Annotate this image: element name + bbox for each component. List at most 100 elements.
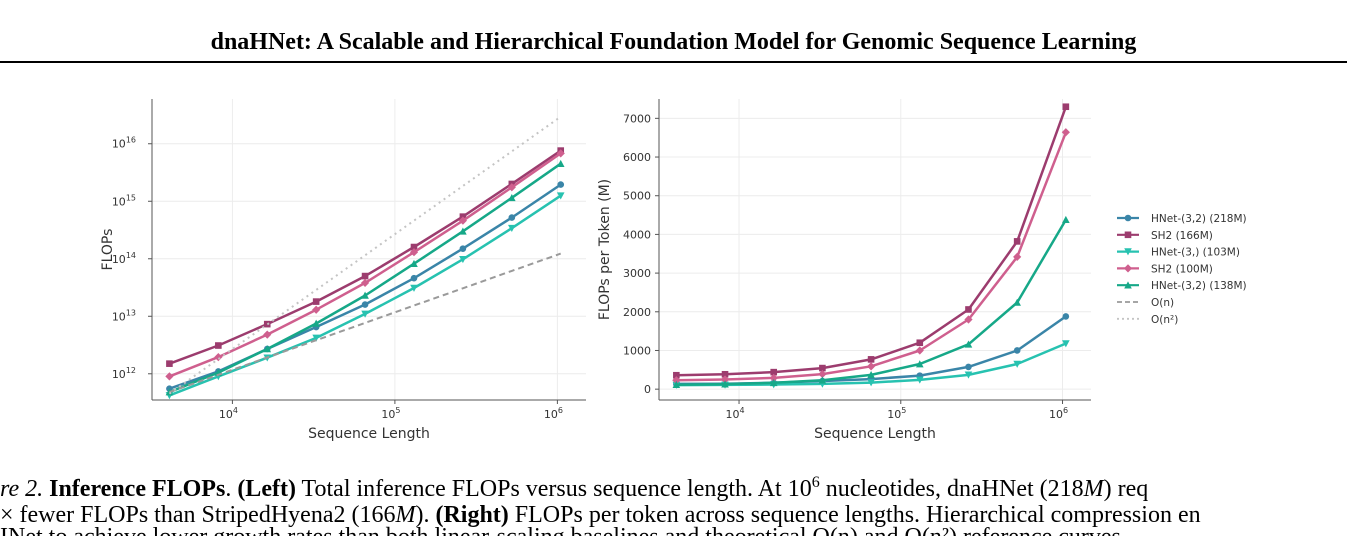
data-point — [818, 376, 827, 384]
x-tick-label: 104 — [219, 406, 238, 421]
paper-title: dnaHNet: A Scalable and Hierarchical Fou… — [210, 29, 1137, 55]
data-point — [1061, 128, 1070, 137]
data-point — [263, 345, 272, 353]
series-2 — [165, 192, 565, 400]
x-tick-label: 106 — [1049, 406, 1068, 421]
y-tick-label: 6000 — [623, 151, 651, 164]
data-point — [965, 306, 972, 313]
data-point — [410, 274, 418, 282]
x-axis-label: Sequence Length — [814, 426, 936, 442]
data-point — [214, 353, 223, 362]
header-rule — [0, 61, 1347, 63]
legend-label: O(n²) — [1151, 314, 1178, 326]
data-point — [1062, 215, 1070, 224]
series-3 — [672, 128, 1070, 385]
y-tick-label: 1012 — [112, 366, 136, 381]
y-tick-label: 4000 — [623, 228, 651, 241]
legend-label: HNet-(3,2) (138M) — [1151, 280, 1247, 292]
data-point — [964, 371, 973, 379]
legend-marker — [1124, 248, 1132, 256]
data-point — [915, 346, 924, 355]
data-point — [507, 183, 516, 192]
y-tick-label: 3000 — [623, 267, 651, 280]
series-3 — [165, 149, 565, 381]
data-point — [263, 330, 272, 339]
legend-label: SH2 (166M) — [1151, 230, 1213, 242]
series-1 — [166, 147, 565, 367]
series-6 — [168, 115, 562, 395]
caption-right-label: (Right) — [435, 502, 509, 528]
figure-caption: re 2. Inference FLOPs. (Left) Total infe… — [0, 470, 1347, 540]
data-point — [410, 284, 418, 292]
data-point — [508, 214, 516, 221]
paper-header: dnaHNet: A Scalable and Hierarchical Fou… — [0, 0, 1347, 64]
legend-marker — [1124, 231, 1132, 239]
data-point — [1013, 252, 1022, 261]
data-point — [769, 378, 778, 387]
legend-label: SH2 (100M) — [1151, 263, 1213, 275]
caption-math: M — [1083, 476, 1104, 502]
data-point — [672, 380, 681, 389]
chart-1: 104 105 106 0 1000 2000 3000 4000 5000 6000 7000 Se… — [597, 99, 1247, 442]
series-4 — [672, 215, 1070, 389]
series-5 — [169, 252, 562, 394]
caption-bold-title: Inference FLOPs — [49, 476, 226, 502]
caption-text: ) req — [1103, 476, 1149, 502]
data-point — [459, 255, 467, 264]
data-point — [915, 360, 924, 368]
y-axis-label: FLOPs per Token (M) — [597, 179, 613, 320]
grid — [152, 99, 586, 400]
data-point — [361, 310, 369, 318]
data-point — [508, 193, 516, 202]
caption-text: . — [225, 476, 238, 502]
caption-text: Total inference FLOPs versus sequence le… — [295, 476, 812, 502]
data-point — [867, 371, 875, 379]
y-tick-label: 7000 — [623, 112, 651, 125]
y-axis-label: FLOPs — [100, 229, 116, 271]
data-point — [458, 216, 468, 225]
x-axis-label: Sequence Length — [308, 426, 430, 442]
legend-label: HNet-(3,) (103M) — [1151, 247, 1240, 259]
data-point — [361, 301, 369, 308]
series-1 — [673, 103, 1070, 379]
caption-figure-label: re 2. — [0, 476, 44, 502]
legend: HNet-(3,2) (218M) SH2 (166M) HNet-(3,) (10… — [1117, 213, 1247, 326]
caption-text: FLOPs per token across sequence lengths.… — [508, 502, 1201, 528]
data-point — [312, 305, 321, 314]
data-point — [459, 227, 467, 235]
grid — [659, 99, 1091, 400]
legend-marker — [1124, 281, 1132, 289]
data-point — [673, 371, 680, 379]
data-point — [1062, 103, 1070, 111]
data-point — [720, 375, 730, 384]
data-point — [867, 379, 875, 387]
data-point — [556, 192, 565, 200]
caption-text: nucleotides, dnaHNet (218 — [819, 476, 1084, 502]
caption-text: × fewer FLOPs than StripedHyena2 (166 — [0, 502, 396, 528]
data-point — [165, 372, 174, 381]
y-tick-label: 0 — [644, 383, 651, 396]
caption-text: INet to achieve lower growth rates than … — [0, 524, 1127, 536]
series-line — [168, 152, 562, 378]
data-point — [508, 224, 516, 233]
data-point — [360, 278, 370, 288]
data-point — [916, 339, 924, 347]
y-tick-label: 1013 — [112, 308, 136, 323]
data-point — [410, 243, 418, 251]
caption-text: ). — [415, 502, 436, 528]
series-line — [169, 252, 562, 394]
x-tick-label: 105 — [887, 406, 906, 421]
legend-marker — [1123, 264, 1133, 273]
data-point — [409, 248, 419, 257]
y-tick-label: 1016 — [112, 136, 136, 151]
x-tick-label: 104 — [725, 406, 744, 421]
x-tick-label: 105 — [381, 406, 400, 421]
data-point — [312, 298, 320, 305]
data-point — [556, 159, 565, 167]
data-point — [964, 340, 973, 348]
data-point — [769, 373, 778, 383]
data-point — [1062, 313, 1070, 320]
data-point — [721, 370, 729, 378]
y-tick-label: 5000 — [623, 190, 651, 203]
